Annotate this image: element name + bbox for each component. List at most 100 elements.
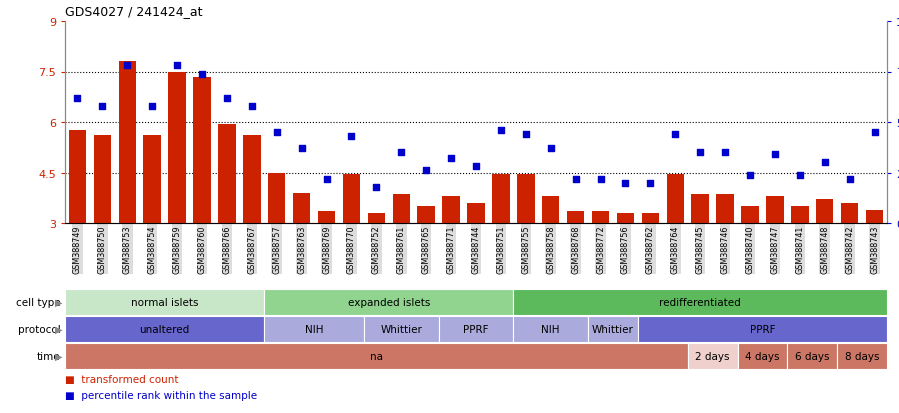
Point [145,103,159,110]
Bar [866,210,883,223]
Text: ■  transformed count: ■ transformed count [65,374,179,384]
Bar [841,203,859,223]
Bar [467,203,485,223]
Bar [816,200,833,223]
Point [444,156,458,162]
Bar [837,343,887,369]
Text: 6 days: 6 days [795,351,830,361]
Bar [65,343,688,369]
Point [593,176,608,183]
Point [817,160,832,166]
Bar [243,136,261,223]
Bar [65,316,264,342]
Point [619,180,633,186]
Bar [638,316,887,342]
Text: ▶: ▶ [55,297,62,307]
Bar [788,343,837,369]
Point [668,131,682,138]
Bar [264,316,364,342]
Bar [343,175,360,223]
Bar [642,214,659,223]
Text: na: na [369,351,383,361]
Bar [168,72,186,223]
Point [394,150,408,156]
Text: time: time [37,351,60,361]
Point [693,150,708,156]
Bar [492,175,510,223]
Text: PPRF: PPRF [463,324,489,334]
Point [270,129,284,136]
Bar [144,136,161,223]
Text: 2 days: 2 days [696,351,730,361]
Text: normal islets: normal islets [131,297,199,307]
Text: redifferentiated: redifferentiated [659,297,741,307]
Point [768,152,782,158]
Bar [592,212,610,223]
Text: Whittier: Whittier [380,324,423,334]
Bar [688,343,737,369]
Point [494,128,508,134]
Point [95,103,110,110]
Bar [268,173,286,223]
Bar [218,124,236,223]
Bar [513,289,887,315]
Text: NIH: NIH [305,324,324,334]
Bar [737,343,788,369]
Point [195,71,209,78]
Point [468,164,483,170]
Point [170,63,184,69]
Point [842,176,857,183]
Text: expanded islets: expanded islets [348,297,430,307]
Point [743,172,757,178]
Bar [364,316,439,342]
Point [70,95,85,102]
Bar [666,175,684,223]
Bar [742,206,759,223]
Point [369,184,384,190]
Text: Whittier: Whittier [592,324,634,334]
Bar [791,206,808,223]
Point [419,168,433,174]
Bar [68,131,86,223]
Bar [368,214,385,223]
Text: ■  percentile rank within the sample: ■ percentile rank within the sample [65,390,257,400]
Point [519,131,533,138]
Text: protocol: protocol [18,324,60,334]
Bar [717,195,734,223]
Point [319,176,334,183]
Point [568,176,583,183]
Bar [567,212,584,223]
Text: ▶: ▶ [55,351,62,361]
Bar [393,195,410,223]
Point [793,172,807,178]
Bar [318,212,335,223]
Text: cell type: cell type [16,297,60,307]
Point [643,180,657,186]
Bar [293,193,310,223]
Point [544,146,558,152]
Text: 8 days: 8 days [845,351,879,361]
Point [245,103,259,110]
Text: PPRF: PPRF [750,324,775,334]
Bar [439,316,513,342]
Text: NIH: NIH [541,324,560,334]
Bar [617,214,634,223]
Point [868,129,882,136]
Bar [193,77,210,223]
Bar [264,289,513,315]
Text: 4 days: 4 days [745,351,779,361]
Text: GDS4027 / 241424_at: GDS4027 / 241424_at [65,5,202,18]
Bar [588,316,638,342]
Bar [119,62,136,223]
Bar [517,175,535,223]
Bar [691,195,709,223]
Bar [542,197,559,223]
Text: ▶: ▶ [55,324,62,334]
Point [718,150,733,156]
Bar [513,316,588,342]
Text: unaltered: unaltered [139,324,190,334]
Point [120,63,135,69]
Bar [65,289,264,315]
Bar [766,197,784,223]
Bar [442,197,459,223]
